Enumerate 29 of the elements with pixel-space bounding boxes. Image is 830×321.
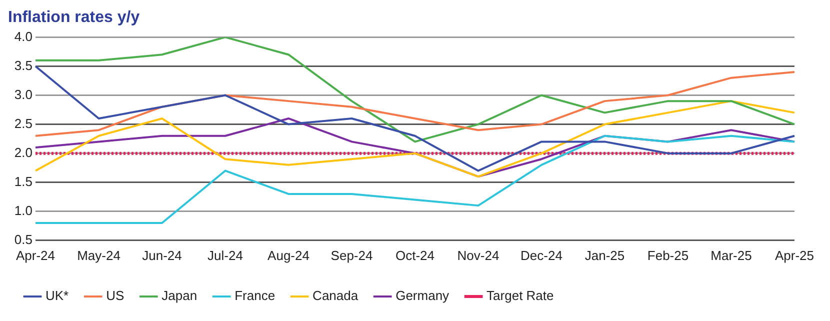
- legend-label: Germany: [396, 288, 450, 304]
- legend-label: UK*: [46, 288, 69, 304]
- legend-label: Canada: [312, 288, 359, 304]
- x-tick-label: Apr-24: [16, 248, 56, 263]
- legend-label: Target Rate: [486, 288, 554, 304]
- y-tick-label: 1.0: [14, 202, 33, 218]
- x-tick-label: Nov-24: [457, 248, 500, 263]
- legend-label: Japan: [162, 288, 198, 304]
- y-tick-label: 2.0: [14, 144, 33, 160]
- x-tick-label: Apr-25: [774, 248, 814, 263]
- x-tick-label: Dec-24: [520, 248, 562, 263]
- x-tick-label: Aug-24: [268, 248, 310, 263]
- y-tick-label: 3.0: [14, 86, 33, 102]
- y-tick-label: 2.5: [14, 116, 33, 131]
- x-tick-label: Jun-24: [142, 248, 182, 263]
- legend-label: France: [234, 288, 276, 304]
- x-tick-label: Mar-25: [710, 248, 752, 263]
- chart-title: Inflation rates y/y: [8, 9, 140, 26]
- y-tick-label: 4.0: [14, 28, 33, 44]
- x-tick-label: Jul-24: [208, 248, 243, 263]
- x-tick-label: Feb-25: [647, 248, 689, 263]
- x-tick-label: Jan-25: [584, 248, 625, 263]
- x-tick-label: May-24: [77, 248, 120, 263]
- y-tick-label: 3.5: [14, 58, 33, 73]
- y-tick-label: 1.5: [14, 174, 33, 189]
- x-tick-label: Sep-24: [330, 248, 373, 263]
- y-tick-label: 0.5: [14, 232, 33, 247]
- legend-label: US: [106, 288, 125, 304]
- x-tick-label: Oct-24: [395, 248, 435, 263]
